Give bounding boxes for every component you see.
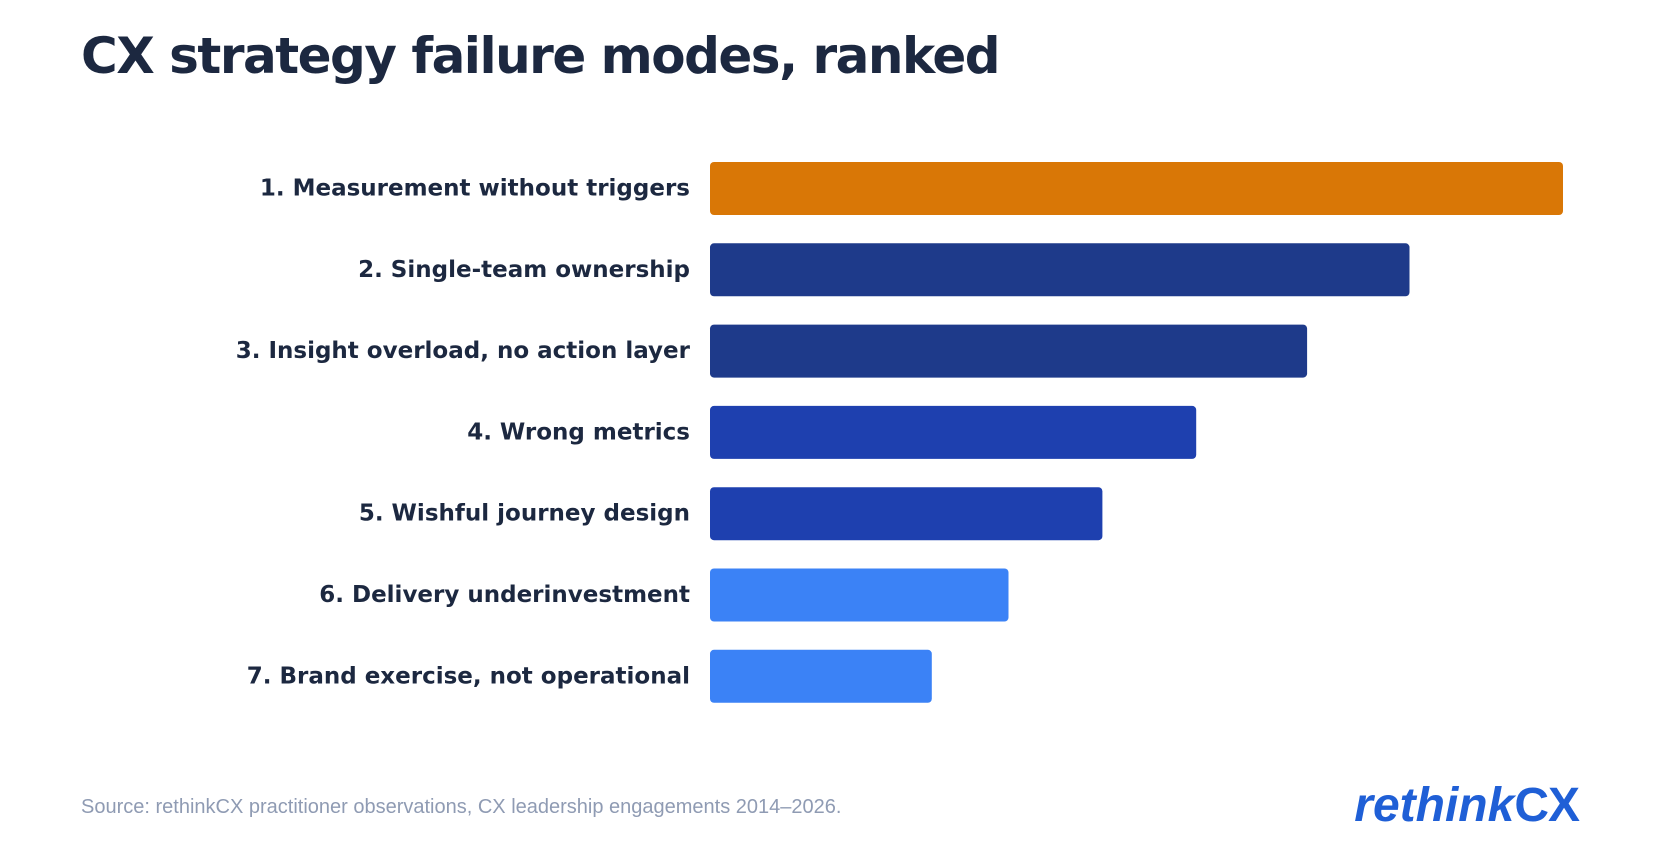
bars-layer bbox=[710, 162, 1563, 703]
brand-logo-text: rethinkCX bbox=[1354, 779, 1580, 832]
category-label-7: 7. Brand exercise, not operational bbox=[247, 663, 690, 689]
page-title: CX strategy failure modes, ranked bbox=[81, 27, 1001, 85]
bar-5 bbox=[710, 487, 1103, 541]
bar-1 bbox=[710, 162, 1563, 215]
bar-6 bbox=[710, 568, 1009, 622]
category-label-6: 6. Delivery underinvestment bbox=[319, 582, 690, 608]
source-note: Source: rethinkCX practitioner observati… bbox=[81, 796, 842, 818]
bar-4 bbox=[710, 405, 1197, 459]
category-label-4: 4. Wrong metrics bbox=[467, 419, 690, 445]
category-label-2: 2. Single-team ownership bbox=[358, 257, 690, 283]
category-label-3: 3. Insight overload, no action layer bbox=[236, 338, 691, 364]
bar-3 bbox=[710, 324, 1308, 378]
category-label-1: 1. Measurement without triggers bbox=[260, 176, 690, 202]
category-labels: 1. Measurement without triggers 2. Single… bbox=[236, 176, 691, 690]
bar-2 bbox=[710, 243, 1410, 297]
category-label-5: 5. Wishful journey design bbox=[359, 501, 690, 527]
bar-7 bbox=[710, 649, 932, 703]
brand-logo: rethinkCX bbox=[1354, 778, 1580, 834]
